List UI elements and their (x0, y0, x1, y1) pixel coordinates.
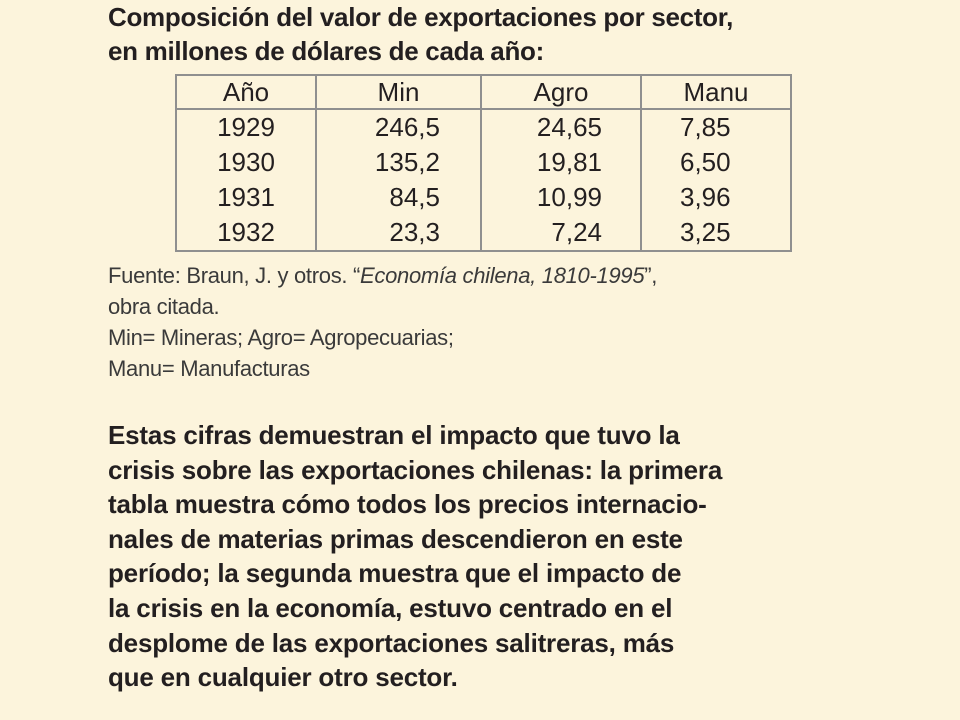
cell-year: 1932 (175, 215, 317, 252)
cell-manu: 3,96 (640, 180, 792, 215)
paragraph-line: desplome de las exportaciones salitreras… (108, 627, 675, 658)
paragraph-line: período; la segunda muestra que el impac… (108, 558, 682, 589)
paragraph-line: Estas cifras demuestran el impacto que t… (108, 420, 680, 450)
paragraph-line: crisis sobre las exportaciones chilenas:… (108, 454, 723, 485)
table-header-row: Año Min Agro Manu (175, 74, 792, 110)
cell-year: 1930 (175, 145, 317, 180)
source-work-title: Economía chilena, 1810-1995 (360, 263, 645, 288)
abbreviation-line-2: Manu= Manufacturas (108, 356, 310, 381)
document-page: Composición del valor de exportaciones p… (108, 0, 868, 695)
explanatory-paragraph: Estas cifras demuestran el impacto que t… (108, 418, 868, 695)
cell-min: 84,5 (315, 180, 482, 215)
source-note: Fuente: Braun, J. y otros. “Economía chi… (108, 260, 868, 384)
table-row: 1929 246,5 24,65 7,85 (175, 109, 792, 145)
cell-min: 135,2 (315, 145, 482, 180)
paragraph-line: nales de materias primas descendieron en… (108, 523, 683, 554)
table-row: 1932 23,3 7,24 3,25 (175, 215, 792, 252)
title-line-1: Composición del valor de exportaciones p… (108, 2, 734, 32)
paragraph-line: la crisis en la economía, estuvo centrad… (108, 592, 673, 623)
cell-manu: 7,85 (640, 109, 792, 145)
cell-year: 1931 (175, 180, 317, 215)
title-line-2: en millones de dólares de cada año: (108, 36, 544, 66)
cell-agro: 24,65 (480, 109, 642, 145)
cell-agro: 19,81 (480, 145, 642, 180)
exports-table: Año Min Agro Manu 1929 246,5 24,65 7,85 … (175, 74, 792, 252)
paragraph-line: que en cualquier otro sector. (108, 662, 458, 693)
table-row: 1931 84,5 10,99 3,96 (175, 180, 792, 215)
cell-manu: 3,25 (640, 215, 792, 252)
source-citation: Fuente: Braun, J. y otros. “Economía chi… (108, 260, 868, 291)
column-header-min: Min (315, 74, 482, 110)
column-header-year: Año (175, 74, 317, 110)
column-header-manu: Manu (640, 74, 792, 110)
source-prefix: Fuente: Braun, J. y otros. “ (108, 263, 361, 288)
cell-min: 23,3 (315, 215, 482, 252)
paragraph-line: tabla muestra cómo todos los precios int… (108, 489, 707, 520)
cell-agro: 7,24 (480, 215, 642, 252)
source-suffix: ”, (644, 263, 658, 288)
cell-min: 246,5 (315, 109, 482, 145)
cell-manu: 6,50 (640, 145, 792, 180)
column-header-agro: Agro (480, 74, 642, 110)
cell-agro: 10,99 (480, 180, 642, 215)
abbreviation-line-1: Min= Mineras; Agro= Agropecuarias; (108, 325, 454, 350)
cell-year: 1929 (175, 109, 317, 145)
source-line-2: obra citada. (108, 294, 220, 319)
table-row: 1930 135,2 19,81 6,50 (175, 145, 792, 180)
document-title: Composición del valor de exportaciones p… (108, 0, 868, 68)
